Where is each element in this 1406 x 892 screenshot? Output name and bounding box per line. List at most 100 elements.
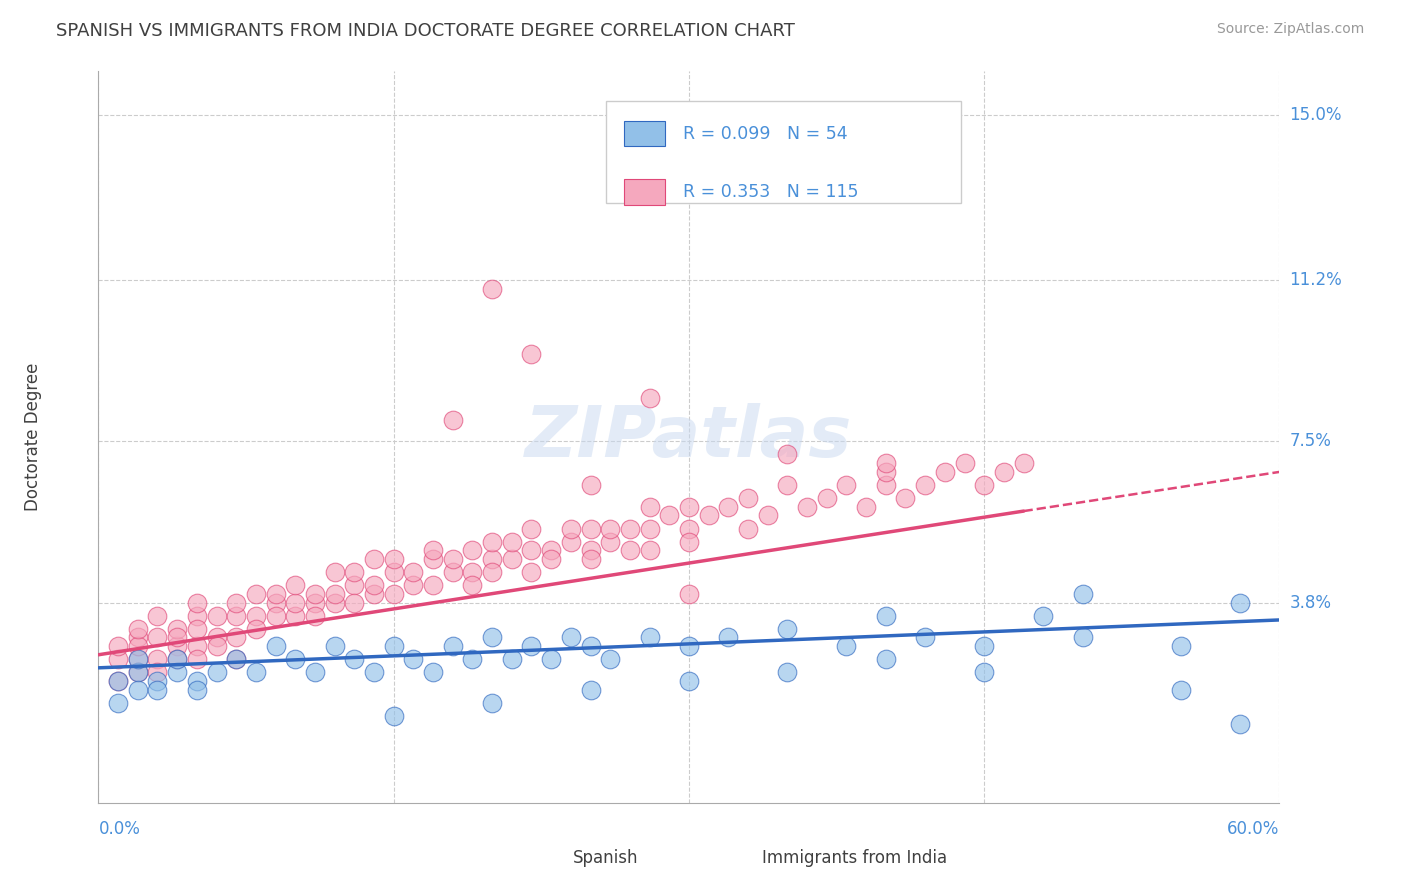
Point (1032, 608, 1054, 623)
Point (146, 631, 169, 645)
Point (284, 608, 307, 623)
Point (914, 478, 936, 492)
Point (599, 652, 621, 666)
Point (363, 578, 385, 592)
Point (284, 578, 307, 592)
Point (973, 665, 995, 680)
Bar (624, 120, 665, 146)
Point (264, 608, 287, 623)
Point (619, 521, 641, 535)
Text: 3.8%: 3.8% (1289, 593, 1331, 612)
Point (225, 631, 247, 645)
Point (264, 595, 287, 609)
Point (520, 543, 543, 558)
Point (166, 631, 188, 645)
Point (323, 587, 346, 601)
Point (343, 565, 366, 579)
Point (481, 282, 503, 296)
Point (107, 652, 129, 666)
Point (579, 521, 602, 535)
Bar (606, 101, 960, 203)
Point (186, 595, 208, 609)
Point (402, 652, 425, 666)
Text: 7.5%: 7.5% (1289, 433, 1331, 450)
Point (540, 543, 562, 558)
Point (127, 652, 149, 666)
Point (127, 639, 149, 653)
Point (304, 587, 326, 601)
Point (382, 587, 405, 601)
Point (875, 456, 897, 470)
Point (599, 521, 621, 535)
Point (1071, 587, 1094, 601)
Point (973, 478, 995, 492)
Point (264, 639, 287, 653)
Point (402, 565, 425, 579)
Point (146, 673, 169, 688)
Point (481, 552, 503, 566)
Point (520, 347, 543, 361)
Point (166, 665, 188, 680)
Text: ZIPatlas: ZIPatlas (526, 402, 852, 472)
Point (579, 639, 602, 653)
Point (304, 608, 326, 623)
Bar (624, 179, 665, 205)
Point (461, 652, 484, 666)
Point (579, 552, 602, 566)
Point (835, 639, 858, 653)
Point (855, 500, 877, 514)
Point (245, 665, 267, 680)
Point (441, 552, 464, 566)
Point (225, 652, 247, 666)
Point (245, 587, 267, 601)
Point (166, 622, 188, 636)
Point (245, 608, 267, 623)
Point (560, 521, 582, 535)
Point (875, 652, 897, 666)
Point (776, 665, 799, 680)
Text: R = 0.353   N = 115: R = 0.353 N = 115 (683, 183, 859, 201)
Point (835, 478, 858, 492)
Point (638, 631, 661, 645)
Point (441, 639, 464, 653)
Point (934, 465, 956, 479)
Point (540, 552, 562, 566)
Point (973, 639, 995, 653)
Point (875, 478, 897, 492)
Point (323, 639, 346, 653)
Point (717, 500, 740, 514)
Point (678, 534, 700, 549)
Point (382, 552, 405, 566)
Point (186, 673, 208, 688)
Point (579, 682, 602, 697)
Point (107, 673, 129, 688)
Point (225, 595, 247, 609)
Point (579, 543, 602, 558)
Point (382, 565, 405, 579)
Point (638, 543, 661, 558)
Point (678, 587, 700, 601)
Point (481, 696, 503, 710)
Point (875, 608, 897, 623)
Text: Immigrants from India: Immigrants from India (762, 848, 948, 867)
Point (1229, 595, 1251, 609)
Point (1229, 717, 1251, 731)
Bar (536, 849, 561, 866)
Point (363, 552, 385, 566)
Point (343, 595, 366, 609)
Point (638, 391, 661, 405)
Point (756, 508, 779, 523)
Point (619, 543, 641, 558)
Point (343, 578, 366, 592)
Point (382, 639, 405, 653)
Point (461, 565, 484, 579)
Point (461, 578, 484, 592)
Point (323, 595, 346, 609)
Point (914, 631, 936, 645)
Point (245, 622, 267, 636)
Point (107, 639, 129, 653)
Text: 15.0%: 15.0% (1289, 106, 1341, 124)
Point (205, 608, 228, 623)
Point (186, 639, 208, 653)
Point (776, 478, 799, 492)
